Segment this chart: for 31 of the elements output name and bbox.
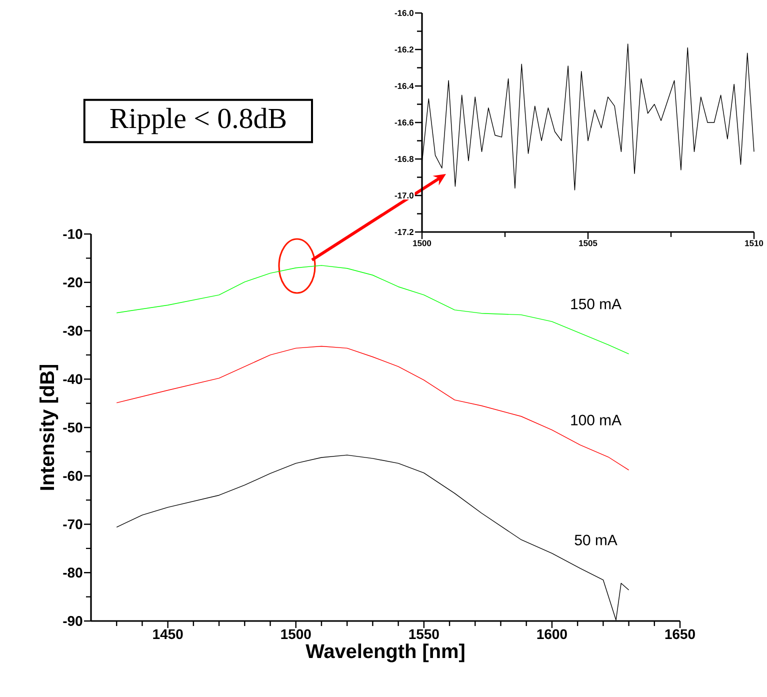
line-series xyxy=(116,265,630,354)
y-tick-label: -70 xyxy=(63,519,82,530)
y-tick-label: -90 xyxy=(63,616,82,626)
y-axis-title: Intensity [dB] xyxy=(40,364,58,490)
x-axis-title: Wavelength [nm] xyxy=(306,644,464,662)
y-tick-label: -40 xyxy=(63,374,82,384)
y-tick-label: -16.8 xyxy=(394,156,414,162)
y-tick-label: -20 xyxy=(63,277,82,288)
x-tick-label: 1510 xyxy=(745,240,764,246)
y-tick-label: -16.2 xyxy=(394,46,414,52)
text: Ripple < 0.8dB xyxy=(110,108,286,134)
x-tick-label: 1650 xyxy=(665,629,695,640)
x-tick-label: 1600 xyxy=(537,629,567,640)
y-tick-label: -60 xyxy=(63,470,82,481)
y-tick-label: -17.2 xyxy=(394,229,414,235)
x-tick-label: 1500 xyxy=(413,240,432,246)
x-tick-label: 1500 xyxy=(281,629,311,640)
y-tick-label: -17.0 xyxy=(394,192,414,198)
series-label: 100 mA xyxy=(571,414,622,426)
y-tick-label: -50 xyxy=(63,422,82,432)
y-tick-label: -16.4 xyxy=(394,83,414,89)
y-tick-label: -80 xyxy=(63,568,82,578)
series-label: 150 mA xyxy=(571,298,622,310)
x-tick-label: 1450 xyxy=(153,629,183,640)
y-tick-label: -10 xyxy=(63,229,82,239)
x-tick-label: 1550 xyxy=(409,629,439,640)
y-tick-label: -16.0 xyxy=(394,10,414,16)
y-tick-label: -30 xyxy=(63,326,82,336)
x-tick-label: 1505 xyxy=(579,240,598,246)
series-label: 50 mA xyxy=(574,534,618,546)
y-tick-label: -16.6 xyxy=(394,120,414,126)
